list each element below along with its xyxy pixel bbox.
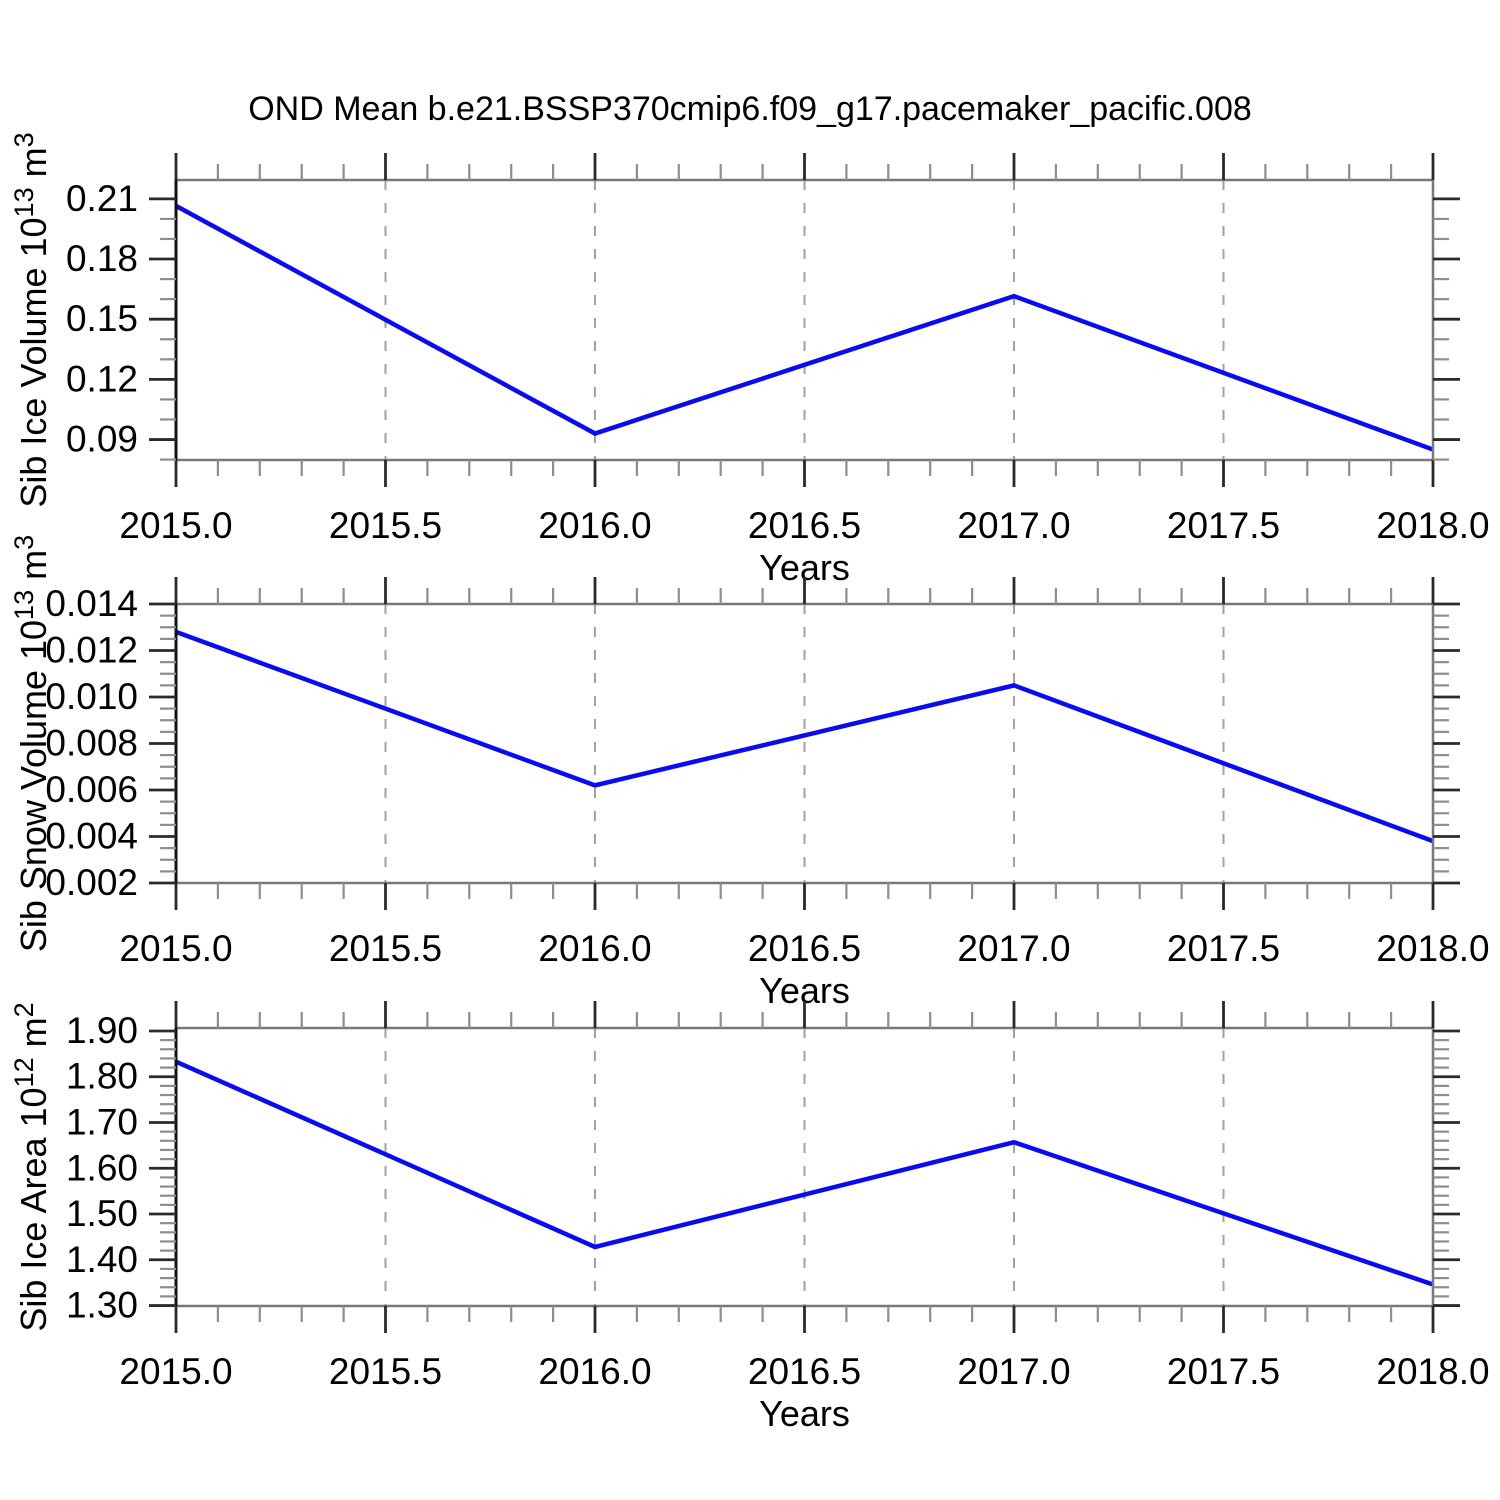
x-tick-label: 2015.5 [329, 1351, 442, 1392]
y-tick-label: 0.014 [45, 583, 138, 624]
series-line [175, 629, 1434, 844]
x-tick-label: 2017.0 [957, 505, 1070, 546]
series-line [175, 1059, 1434, 1287]
figure-title: OND Mean b.e21.BSSP370cmip6.f09_g17.pace… [248, 90, 1252, 128]
x-tick-label: 2016.0 [538, 1351, 651, 1392]
y-ticks [149, 197, 1460, 461]
x-ticks [174, 577, 1435, 910]
y-tick-label: 1.60 [66, 1147, 138, 1188]
x-tick-label: 2017.5 [1167, 928, 1280, 969]
x-tick-label: 2016.5 [748, 1351, 861, 1392]
x-tick-label: 2018.0 [1376, 1351, 1489, 1392]
x-tick-label: 2016.5 [748, 928, 861, 969]
y-tick-label: 0.12 [66, 358, 138, 399]
plot-sib-snow-volume: 2015.0 2015.5 2016.0 2016.5 2017.0 2017.5 2018… [9, 535, 1490, 1011]
y-tick-label: 0.004 [45, 816, 138, 857]
gridlines [384, 604, 1225, 883]
x-ticks [174, 1001, 1435, 1333]
y-tick-label: 0.09 [66, 419, 138, 460]
plot-sib-ice-volume: 2015.0 2015.5 2016.0 2016.5 2017.0 2017.5 2018… [9, 132, 1490, 588]
xaxis-title: Years [759, 1393, 850, 1434]
y-ticks [149, 602, 1460, 885]
yaxis-title: Sib Snow Volume 1013 m3 [9, 535, 54, 952]
x-tick-label: 2015.5 [329, 928, 442, 969]
y-tick-label: 0.21 [66, 178, 138, 219]
x-tick-label: 2015.0 [119, 505, 232, 546]
y-tick-label: 1.30 [66, 1285, 138, 1326]
x-tick-label: 2016.0 [538, 928, 651, 969]
y-tick-label: 1.80 [66, 1056, 138, 1097]
y-ticks [149, 1029, 1460, 1307]
y-tick-label: 0.006 [45, 769, 138, 810]
x-tick-label: 2018.0 [1376, 928, 1489, 969]
x-tick-label: 2018.0 [1376, 505, 1489, 546]
y-tick-label: 0.012 [45, 630, 138, 671]
x-tick-label: 2015.0 [119, 1351, 232, 1392]
yaxis-title: Sib Ice Volume 1013 m3 [9, 132, 54, 507]
y-tick-label: 0.008 [45, 723, 138, 764]
yaxis-title: Sib Ice Area 1012 m2 [9, 1002, 54, 1331]
x-tick-label: 2016.0 [538, 505, 651, 546]
y-tick-label: 0.002 [45, 862, 138, 903]
x-ticks [174, 153, 1435, 487]
x-tick-label: 2016.5 [748, 505, 861, 546]
y-tick-label: 1.90 [66, 1010, 138, 1051]
y-tick-label: 1.50 [66, 1193, 138, 1234]
y-tick-label: 1.40 [66, 1239, 138, 1280]
x-tick-label: 2017.5 [1167, 1351, 1280, 1392]
gridlines [384, 1028, 1225, 1306]
plot-sib-ice-area: 2015.0 2015.5 2016.0 2016.5 2017.0 2017.5 2018… [9, 1001, 1490, 1434]
y-tick-label: 0.010 [45, 676, 138, 717]
y-tick-label: 0.18 [66, 238, 138, 279]
x-tick-label: 2015.0 [119, 928, 232, 969]
y-tick-label: 1.70 [66, 1101, 138, 1142]
gridlines [384, 180, 1225, 460]
x-tick-label: 2015.5 [329, 505, 442, 546]
series-line [174, 203, 1434, 452]
x-tick-label: 2017.0 [957, 928, 1070, 969]
y-tick-label: 0.15 [66, 298, 138, 339]
x-tick-label: 2017.0 [957, 1351, 1070, 1392]
x-tick-label: 2017.5 [1167, 505, 1280, 546]
